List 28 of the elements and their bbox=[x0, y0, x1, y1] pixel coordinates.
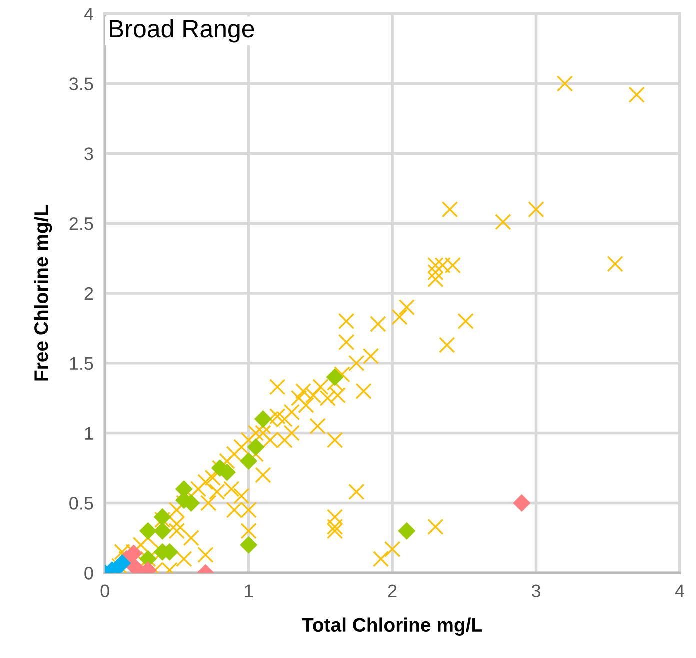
point bbox=[326, 368, 344, 386]
y-tick-label: 2.5 bbox=[70, 217, 94, 230]
x-tick-label: 2 bbox=[388, 584, 397, 598]
point bbox=[247, 438, 265, 456]
x-tick-label: 3 bbox=[532, 584, 540, 598]
point bbox=[240, 536, 258, 554]
chart-title: Broad Range bbox=[110, 19, 254, 43]
point bbox=[154, 522, 172, 540]
point bbox=[139, 522, 157, 540]
y-tick-label: 2 bbox=[84, 287, 94, 300]
x-tick-label: 0 bbox=[100, 584, 110, 598]
point bbox=[254, 410, 272, 428]
point bbox=[114, 554, 132, 572]
y-tick-label: 3 bbox=[84, 148, 94, 160]
point bbox=[398, 522, 416, 540]
y-tick-label: 0.5 bbox=[70, 497, 94, 510]
y-tick-label: 3.5 bbox=[70, 78, 94, 90]
y-tick-label: 4 bbox=[84, 8, 94, 20]
y-tick-label: 0 bbox=[84, 567, 94, 580]
point bbox=[154, 508, 172, 526]
x-tick-label: 1 bbox=[245, 584, 253, 598]
x-tick-label: 4 bbox=[675, 584, 684, 598]
point bbox=[240, 452, 258, 470]
point bbox=[513, 494, 531, 512]
x-axis-title: Total Chlorine mg/L bbox=[302, 618, 483, 636]
y-tick-label: 1 bbox=[85, 427, 94, 440]
y-tick-label: 1.5 bbox=[70, 358, 94, 370]
y-axis-title: Free Chlorine mg/L bbox=[34, 205, 52, 381]
